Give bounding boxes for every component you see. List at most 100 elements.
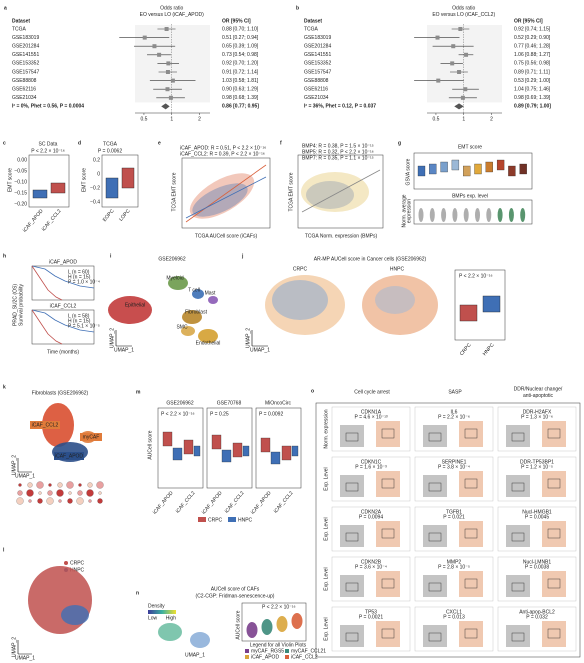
value-label: 0.98 [0.68; 1.39]: [222, 95, 259, 101]
label: EO versus LO (iCAF_APOD): [140, 12, 205, 18]
label: P = 0.0045: [525, 514, 549, 520]
label: P = 5.1 × 10⁻⁵: [68, 323, 100, 329]
label: iCAF_CCL2: R = 0.39, P < 2.2 × 10⁻¹⁶: [180, 151, 265, 157]
box: [519, 163, 527, 175]
axis-arrows: [251, 330, 268, 347]
box: [417, 165, 426, 177]
point-strip: [542, 521, 566, 547]
point: [168, 95, 173, 100]
box: [428, 582, 442, 592]
label: 0.2: [93, 157, 100, 163]
frame: [31, 309, 95, 345]
dot: [98, 491, 102, 495]
value-label: 1.06 [0.88; 1.27]: [514, 52, 551, 58]
x-tick-label: 0.5: [140, 116, 147, 122]
box: [508, 165, 516, 177]
panel-letter: f: [280, 140, 282, 146]
point: [152, 44, 157, 49]
box: [381, 428, 395, 439]
umap: [158, 623, 182, 641]
value-label: 0.89 [0.79; 1.00]: [514, 104, 551, 110]
label: P = 1.2 × 10⁻⁵: [521, 464, 553, 470]
label: Norm. expression: [323, 409, 329, 448]
box: [464, 578, 478, 589]
point-strip: [340, 425, 364, 447]
point-strip: [340, 575, 364, 597]
subframe: [414, 406, 494, 452]
box: [211, 434, 222, 450]
label: DDR/Nuclear change/: [514, 386, 563, 392]
legend-key: [228, 517, 236, 522]
violin: [475, 208, 480, 222]
label: TCGA EMT score: [171, 172, 177, 211]
label: BMPs exp. level: [452, 193, 488, 199]
point-cloud: [301, 172, 369, 212]
label: P = 3.8 × 10⁻⁴: [438, 464, 470, 470]
value-label: 0.89 [0.71; 1.11]: [514, 69, 550, 75]
label: (C2-CGP: Fridman-senescence-up): [196, 593, 275, 599]
dataset-label: GSE62116: [304, 87, 328, 93]
box: [511, 632, 525, 642]
cluster: [182, 310, 202, 324]
label: P = 0.0021: [359, 614, 383, 620]
label: iCAF_CCL2: [224, 490, 246, 514]
panel-letter: n: [136, 590, 139, 596]
frame: [181, 157, 271, 229]
box: [511, 432, 525, 442]
panel-letter: j: [241, 253, 244, 259]
point: [457, 70, 462, 74]
subframe: [414, 506, 494, 552]
box: [459, 304, 478, 322]
box: [547, 528, 561, 539]
dot: [36, 481, 44, 489]
label: L (n = 58): [68, 313, 90, 319]
label: CXCL1: [446, 609, 462, 615]
label: P < 2.2 × 10⁻¹⁶: [262, 604, 296, 610]
point-strip: [459, 471, 483, 497]
box: [162, 431, 173, 447]
frame: [157, 407, 204, 489]
box: [511, 582, 525, 592]
box: [270, 451, 281, 465]
label: Dataset: [12, 18, 30, 24]
box: [547, 578, 561, 589]
label: 0: [97, 171, 100, 177]
dot: [48, 483, 52, 487]
point-strip: [340, 475, 364, 497]
label: iCAF_CCL2: [291, 654, 318, 660]
label: CRPC: [459, 342, 473, 357]
value-label: 0.90 [0.63; 1.29]: [222, 87, 259, 93]
point-strip: [423, 525, 447, 547]
label: CRPC: [293, 266, 308, 272]
label: EMT score: [458, 144, 482, 150]
x-tick-label: 2: [490, 116, 493, 122]
point-cloud: [306, 181, 354, 209]
umap: [28, 566, 92, 634]
survival-curve: [31, 265, 95, 289]
point-strip: [376, 621, 400, 647]
label: HNPC: [390, 266, 405, 272]
label: iCAF_CCL2: [273, 490, 295, 514]
point-strip: [459, 521, 483, 547]
legend-key: [198, 517, 206, 522]
point-strip: [459, 571, 483, 597]
label: iCAF_APOD: [55, 453, 83, 459]
frame: [315, 402, 581, 658]
frame: [28, 154, 70, 208]
dataset-label: GSE88808: [12, 78, 37, 84]
dataset-label: GSE201284: [304, 44, 331, 50]
panel-letter: h: [3, 253, 6, 259]
dataset-label: GSE141551: [12, 52, 39, 58]
violin: [246, 622, 258, 638]
point-cloud: [192, 183, 248, 217]
legend-key: [285, 649, 289, 653]
point-strip: [506, 475, 530, 497]
dataset-label: GSE21034: [304, 95, 329, 101]
label: P < 2.2 × 10⁻¹⁶: [161, 411, 195, 417]
box: [50, 182, 66, 194]
point: [166, 61, 171, 66]
dot: [57, 482, 63, 488]
dot: [28, 499, 32, 503]
frame: [297, 154, 384, 229]
